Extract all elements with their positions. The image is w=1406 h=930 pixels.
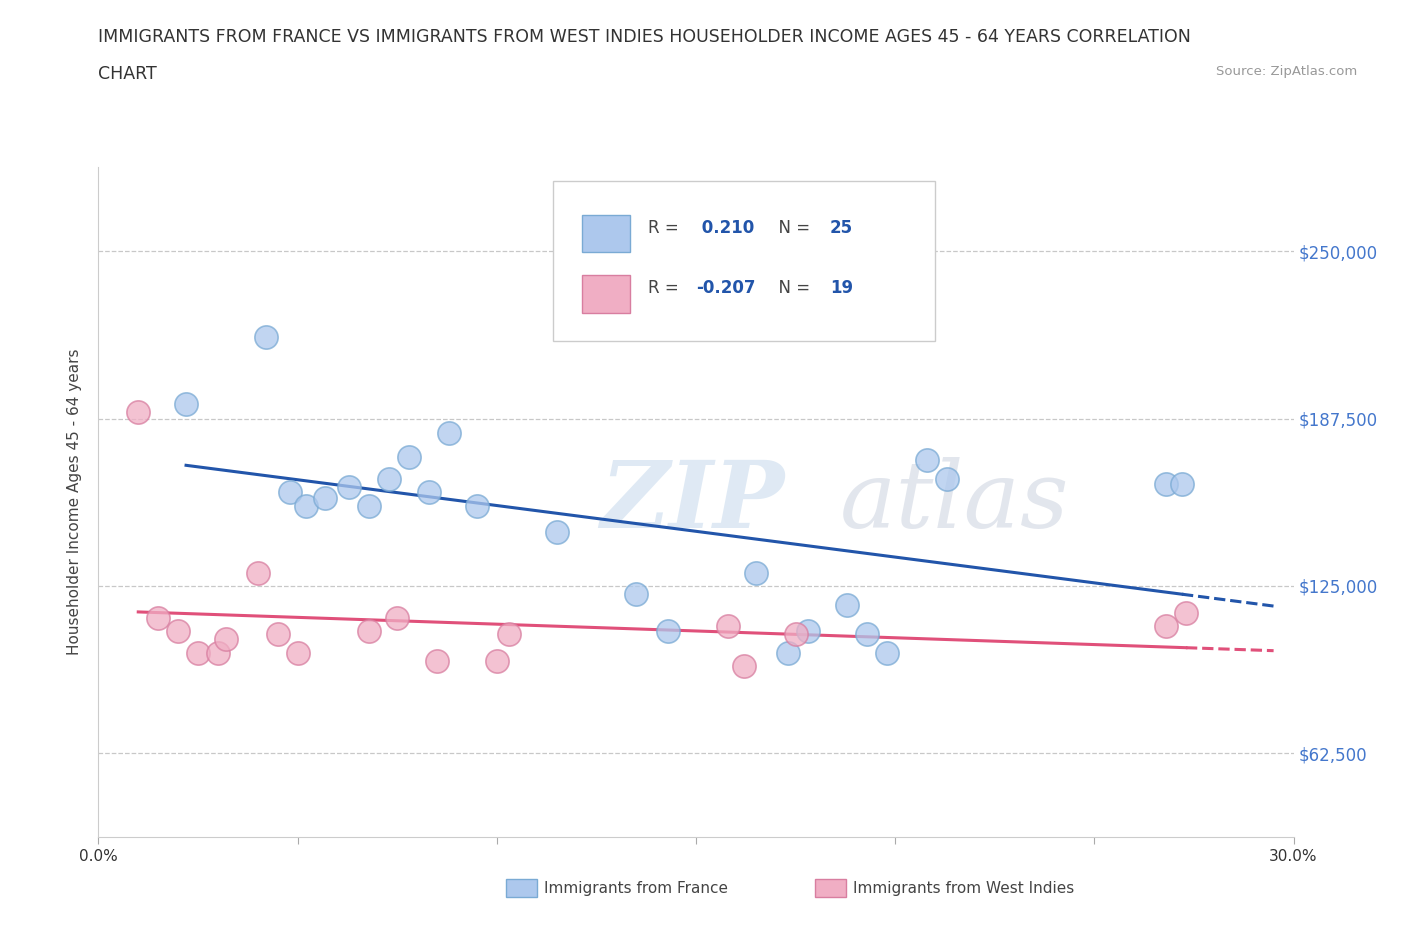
Text: Immigrants from France: Immigrants from France xyxy=(544,881,728,896)
Point xyxy=(785,627,807,642)
Point xyxy=(1171,477,1194,492)
Y-axis label: Householder Income Ages 45 - 64 years: Householder Income Ages 45 - 64 years xyxy=(67,349,83,656)
Text: IMMIGRANTS FROM FRANCE VS IMMIGRANTS FROM WEST INDIES HOUSEHOLDER INCOME AGES 45: IMMIGRANTS FROM FRANCE VS IMMIGRANTS FRO… xyxy=(98,28,1191,46)
Point xyxy=(796,624,818,639)
Point xyxy=(915,453,938,468)
Point xyxy=(733,658,755,673)
Point xyxy=(385,611,409,626)
Point xyxy=(187,645,209,660)
Point xyxy=(315,490,337,505)
Point xyxy=(378,472,401,486)
Point xyxy=(1154,477,1177,492)
Point xyxy=(148,611,170,626)
Point xyxy=(246,565,269,580)
Point xyxy=(426,654,449,669)
Point xyxy=(127,405,149,419)
Point xyxy=(657,624,679,639)
Text: 25: 25 xyxy=(830,219,853,236)
Point xyxy=(498,627,520,642)
Point xyxy=(485,654,508,669)
FancyBboxPatch shape xyxy=(553,180,935,341)
Point xyxy=(278,485,301,499)
Text: R =: R = xyxy=(648,219,685,236)
Text: 19: 19 xyxy=(830,279,853,297)
Point xyxy=(215,632,238,647)
Point xyxy=(167,624,190,639)
FancyBboxPatch shape xyxy=(582,215,630,252)
Point xyxy=(1154,618,1177,633)
Text: N =: N = xyxy=(768,219,815,236)
Text: ZIP: ZIP xyxy=(600,458,785,547)
Point xyxy=(745,565,768,580)
Point xyxy=(837,597,859,612)
Point xyxy=(465,498,488,513)
Point xyxy=(267,627,290,642)
Point xyxy=(856,627,879,642)
Point xyxy=(294,498,316,513)
Point xyxy=(418,485,440,499)
Point xyxy=(174,396,197,411)
Point xyxy=(546,525,568,539)
Point xyxy=(287,645,309,660)
Text: N =: N = xyxy=(768,279,815,297)
Point xyxy=(359,498,381,513)
Text: -0.207: -0.207 xyxy=(696,279,755,297)
Point xyxy=(437,426,460,441)
Text: Source: ZipAtlas.com: Source: ZipAtlas.com xyxy=(1216,65,1357,78)
Point xyxy=(626,587,648,602)
Text: 0.210: 0.210 xyxy=(696,219,754,236)
Point xyxy=(339,479,360,494)
Point xyxy=(876,645,898,660)
Text: R =: R = xyxy=(648,279,685,297)
Point xyxy=(359,624,381,639)
Text: atlas: atlas xyxy=(839,458,1069,547)
Point xyxy=(207,645,229,660)
FancyBboxPatch shape xyxy=(582,275,630,312)
Point xyxy=(254,329,277,344)
Text: CHART: CHART xyxy=(98,65,157,83)
Point xyxy=(1175,605,1198,620)
Point xyxy=(936,472,959,486)
Point xyxy=(776,645,799,660)
Point xyxy=(717,618,740,633)
Text: Immigrants from West Indies: Immigrants from West Indies xyxy=(853,881,1074,896)
Point xyxy=(398,450,420,465)
